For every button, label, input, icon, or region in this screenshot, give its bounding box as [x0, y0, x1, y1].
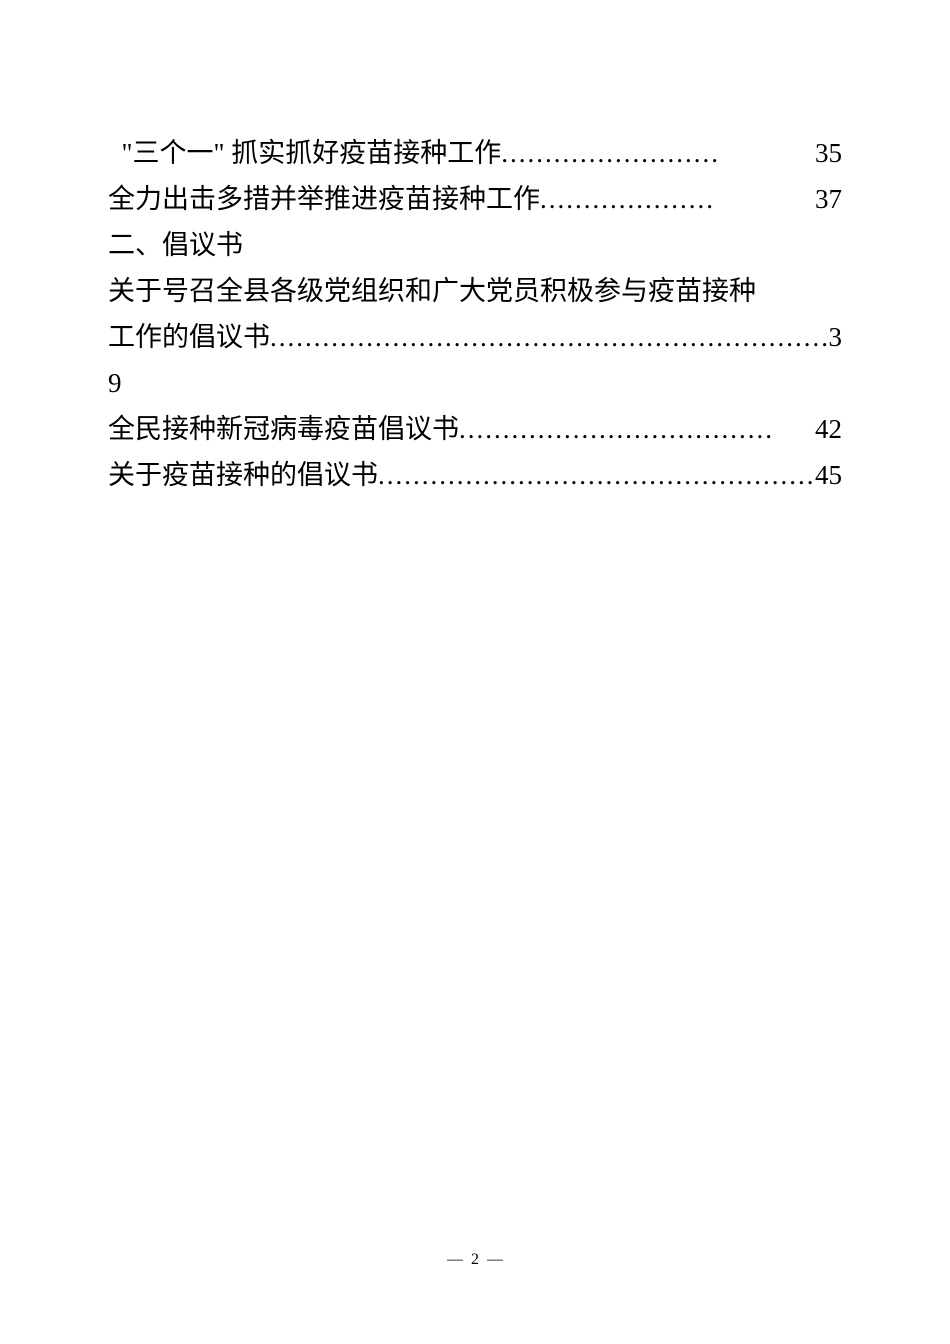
toc-page-number-continuation: 9	[108, 360, 842, 406]
toc-leader-dots: ........................................…	[270, 314, 829, 360]
toc-title: 全民接种新冠病毒疫苗倡议书	[108, 406, 459, 452]
toc-leader-dots: .........................	[501, 130, 815, 176]
toc-entry: 全力出击多措并举推进疫苗接种工作 .................... 37	[108, 176, 842, 222]
toc-leader-dots: ....................	[540, 176, 815, 222]
toc-title: 关于疫苗接种的倡议书	[108, 452, 378, 498]
toc-title: 全力出击多措并举推进疫苗接种工作	[108, 176, 540, 222]
toc-page-number: 3	[829, 314, 843, 360]
toc-title-continuation: 关于号召全县各级党组织和广大党员积极参与疫苗接种	[108, 268, 842, 314]
toc-entry: 全民接种新冠病毒疫苗倡议书 ..........................…	[108, 406, 842, 452]
toc-page-number: 45	[815, 452, 842, 498]
toc-entry: 工作的倡议书 .................................…	[108, 314, 842, 360]
footer-page-number: — 2 —	[0, 1251, 950, 1269]
toc-title: 工作的倡议书	[108, 314, 270, 360]
toc-leader-dots: ........................................…	[378, 452, 815, 498]
toc-entry: 关于疫苗接种的倡议书 .............................…	[108, 452, 842, 498]
toc-title: "三个一" 抓实抓好疫苗接种工作	[108, 130, 501, 176]
toc-section-heading: 二、倡议书	[108, 222, 842, 268]
toc-page-number: 35	[815, 130, 842, 176]
toc-leader-dots: ....................................	[459, 406, 815, 452]
toc-page-number: 42	[815, 406, 842, 452]
toc-page-number: 37	[815, 176, 842, 222]
document-page: "三个一" 抓实抓好疫苗接种工作 .......................…	[0, 0, 950, 1344]
toc-entry: "三个一" 抓实抓好疫苗接种工作 .......................…	[108, 130, 842, 176]
